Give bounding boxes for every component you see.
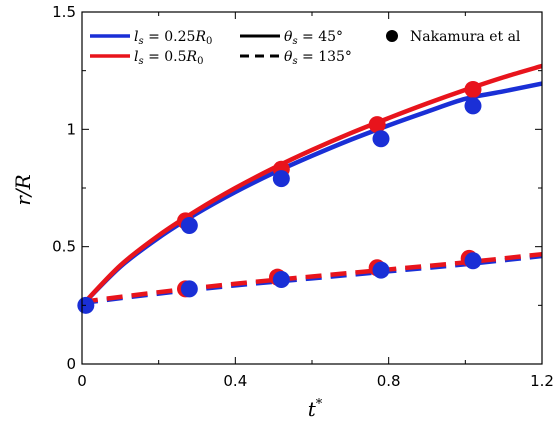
data-marker-0 [180,280,198,298]
y-tick-label: 0.5 [52,238,76,256]
data-marker-0 [272,170,290,188]
y-tick-label: 1 [66,120,76,138]
x-tick-label: 0.4 [223,372,247,390]
legend: ls = 0.25R0 ls = 0.5R0 θs = 45° θs = 135… [90,29,521,67]
y-tick-label: 0 [66,355,76,373]
y-axis-label: r/R [11,174,35,205]
data-marker-1 [368,116,386,134]
legend-label-ls-025: ls = 0.25R0 [134,29,212,47]
legend-marker-nakamura [386,30,398,42]
x-tick-label: 0 [77,372,87,390]
x-tick-label: 0.8 [377,372,401,390]
data-marker-1 [464,80,482,98]
ticks-layer: 0 0.4 0.8 1.2 0 0.5 1 1.5 [52,3,554,390]
legend-label-theta-45: θs = 45° [284,29,343,47]
legend-label-ls-05: ls = 0.5R0 [134,49,203,67]
legend-label-nakamura: Nakamura et al [410,29,521,45]
data-marker-0 [464,252,482,270]
data-marker-0 [272,271,290,289]
x-axis-label-superscript: * [316,397,323,412]
data-marker-0 [372,261,390,279]
data-marker-0 [464,97,482,115]
data-marker-0 [180,217,198,235]
legend-label-theta-135: θs = 135° [284,49,352,67]
y-tick-label: 1.5 [52,3,76,21]
data-marker-0 [372,130,390,148]
x-tick-label: 1.2 [530,372,554,390]
